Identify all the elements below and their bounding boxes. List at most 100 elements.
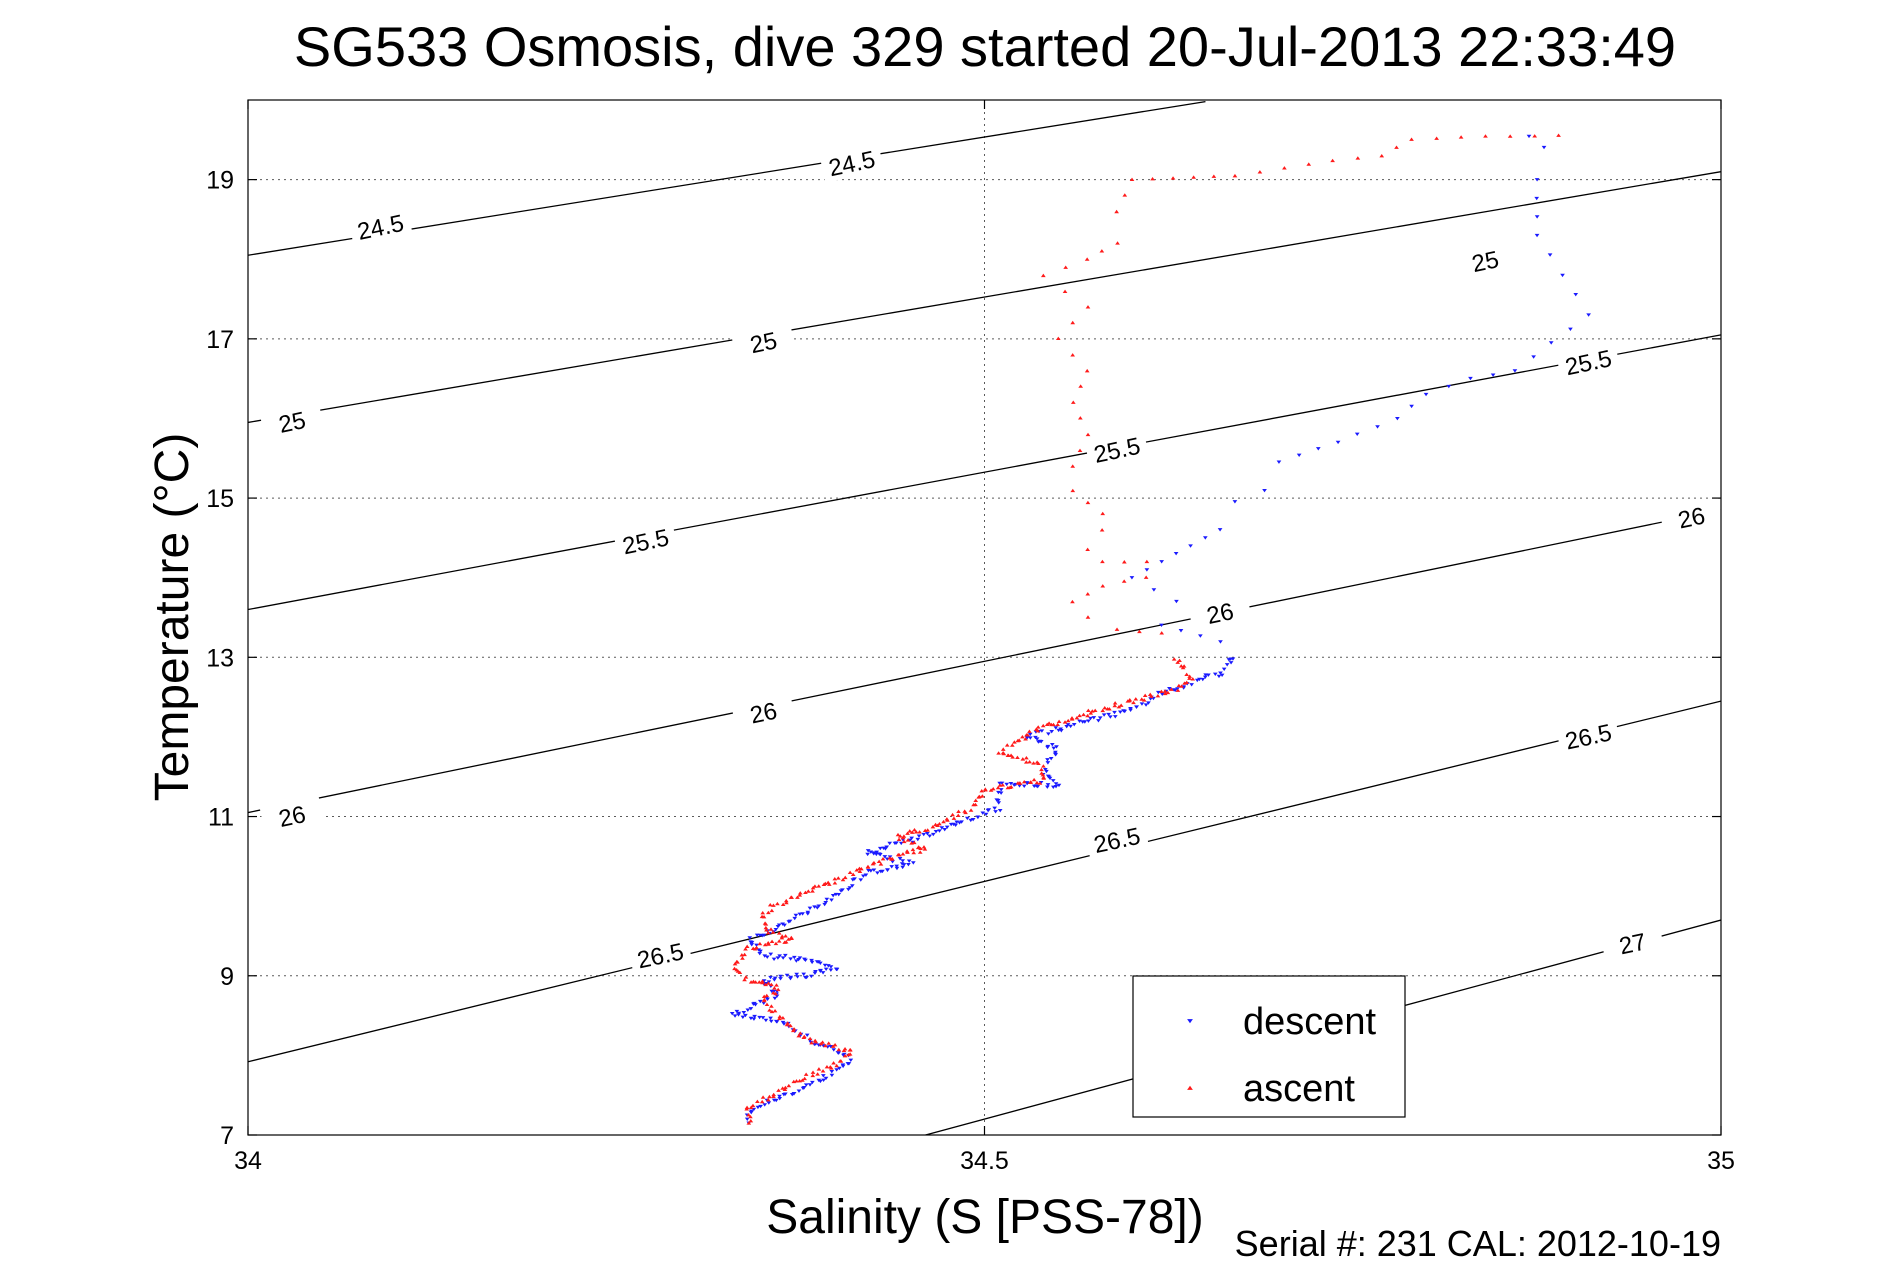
ascent-point-311 — [760, 980, 765, 985]
descent-point-266 — [773, 928, 779, 932]
descent-point-397 — [836, 1066, 842, 1071]
descent-point-407 — [807, 1083, 813, 1087]
ascent-point-323 — [761, 998, 767, 1003]
contour-label-14: 26.5 — [1563, 719, 1614, 755]
ascent-point-314 — [769, 982, 774, 987]
contour-label-bg-11 — [1659, 497, 1724, 537]
ascent-point-211 — [917, 850, 923, 854]
ascent-point-366 — [820, 1069, 826, 1073]
descent-point-403 — [821, 1078, 826, 1083]
ascent-point-385 — [765, 1097, 771, 1102]
ascent-point-87 — [1118, 703, 1124, 707]
y-tick-label-1: 9 — [220, 963, 234, 991]
descent-point-47 — [1218, 671, 1223, 675]
ascent-point-38 — [1070, 464, 1076, 468]
descent-point-217 — [906, 859, 912, 863]
ascent-point-303 — [737, 970, 743, 975]
descent-point-170 — [968, 818, 974, 823]
descent-point-399 — [829, 1069, 835, 1074]
chart-title: SG533 Osmosis, dive 329 started 20-Jul-2… — [294, 15, 1676, 78]
ascent-point-13 — [1257, 170, 1263, 174]
contour-label-8: 26 — [276, 801, 308, 833]
contour-label-bg-8 — [259, 795, 325, 836]
descent-point-245 — [830, 894, 836, 898]
contour-label-bg-15 — [1600, 923, 1665, 963]
ascent-point-265 — [759, 914, 765, 919]
ascent-point-324 — [764, 1002, 770, 1007]
ascent-point-284 — [769, 939, 775, 943]
ascent-point-48 — [1121, 579, 1127, 583]
descent-point-120 — [1054, 745, 1059, 749]
descent-point-93 — [1080, 720, 1086, 724]
ascent-point-150 — [1034, 780, 1040, 785]
contour-label-7: 25.5 — [1563, 345, 1614, 381]
ascent-point-269 — [764, 928, 769, 932]
descent-point-80 — [1121, 709, 1126, 713]
descent-point-408 — [803, 1083, 809, 1087]
ascent-point-101 — [1077, 713, 1082, 718]
ascent-point-190 — [922, 828, 928, 833]
descent-point-18 — [1409, 404, 1414, 409]
descent-point-147 — [1017, 784, 1022, 788]
descent-point-294 — [797, 956, 803, 960]
ascent-point-39 — [1070, 488, 1076, 493]
descent-point-280 — [757, 952, 763, 956]
ascent-point-393 — [746, 1113, 751, 1117]
ascent-point-45 — [1121, 560, 1127, 564]
ascent-point-246 — [810, 889, 815, 893]
ascent-point-316 — [775, 987, 781, 992]
descent-point-76 — [1134, 705, 1139, 709]
ascent-point-33 — [1078, 384, 1084, 388]
series-descent — [729, 134, 1591, 1125]
ascent-point-268 — [763, 925, 769, 930]
ascent-point-233 — [850, 872, 856, 876]
descent-point-296 — [803, 958, 808, 963]
descent-point-416 — [781, 1093, 787, 1097]
descent-point-385 — [828, 1045, 834, 1049]
ascent-point-300 — [732, 966, 737, 971]
ascent-point-105 — [1065, 718, 1071, 723]
ascent-point-1 — [1532, 134, 1538, 138]
ascent-point-47 — [1143, 575, 1149, 579]
descent-point-89 — [1091, 716, 1097, 720]
descent-point-19 — [1395, 416, 1400, 421]
descent-point-219 — [906, 862, 911, 867]
contour-label-9: 26 — [748, 698, 780, 730]
descent-point-36 — [1174, 599, 1179, 604]
descent-point-17 — [1423, 392, 1429, 397]
ascent-point-367 — [816, 1067, 822, 1071]
ascent-point-50 — [1085, 592, 1091, 596]
ascent-point-177 — [963, 810, 968, 815]
ascent-point-244 — [816, 884, 822, 888]
descent-point-288 — [780, 956, 786, 960]
descent-point-137 — [1050, 785, 1056, 789]
descent-point-13 — [1512, 369, 1518, 373]
ascent-point-43 — [1085, 547, 1090, 552]
descent-point-286 — [775, 956, 781, 960]
descent-point-156 — [998, 791, 1004, 795]
ascent-point-245 — [812, 884, 818, 888]
descent-point-323 — [784, 973, 790, 978]
ascent-point-305 — [742, 977, 747, 982]
ascent-point-27 — [1062, 289, 1068, 293]
ascent-point-29 — [1070, 320, 1076, 325]
descent-point-423 — [762, 1103, 768, 1107]
ascent-point-279 — [786, 937, 791, 941]
ascent-point-16 — [1191, 175, 1196, 179]
descent-point-165 — [983, 812, 989, 817]
descent-point-161 — [992, 806, 997, 811]
descent-point-278 — [754, 943, 759, 948]
descent-point-91 — [1086, 719, 1091, 723]
descent-point-244 — [833, 892, 839, 897]
descent-point-405 — [816, 1078, 822, 1083]
ascent-point-82 — [1133, 697, 1139, 701]
ascent-point-9 — [1355, 156, 1361, 160]
descent-point-414 — [789, 1092, 795, 1097]
descent-point-261 — [786, 920, 792, 924]
descent-point-83 — [1112, 715, 1118, 719]
ascent-point-180 — [950, 812, 955, 817]
ascent-point-25 — [1063, 265, 1069, 269]
descent-point-273 — [754, 933, 760, 938]
ascent-point-334 — [788, 1023, 793, 1028]
ascent-point-376 — [791, 1079, 797, 1084]
